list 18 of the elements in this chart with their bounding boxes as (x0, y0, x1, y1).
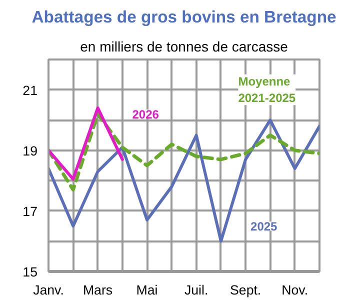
x-tick-label: Janv. (33, 282, 64, 298)
chart-subtitle: en milliers de tonnes de carcasse (80, 38, 288, 54)
y-tick-label: 15 (22, 264, 38, 280)
x-tick-label: Sept. (230, 282, 262, 298)
y-tick-label: 21 (22, 82, 38, 98)
x-tick-label: Mai (136, 282, 158, 298)
y-tick-label: 17 (22, 204, 38, 219)
y-tick-label: 19 (22, 143, 38, 158)
text: 2026 (132, 108, 160, 122)
x-tick-label: Nov. (282, 282, 308, 298)
x-tick-label: Juil. (184, 282, 208, 298)
line-series (48, 106, 124, 181)
chart-title: Abattages de gros bovins en Bretagne (32, 8, 336, 26)
text: Moyenne 2021-2025 (238, 74, 296, 106)
line-series (48, 112, 320, 192)
series-label: 2025 (250, 220, 278, 234)
x-tick-label: Mars (82, 282, 113, 298)
line-series (48, 118, 320, 243)
